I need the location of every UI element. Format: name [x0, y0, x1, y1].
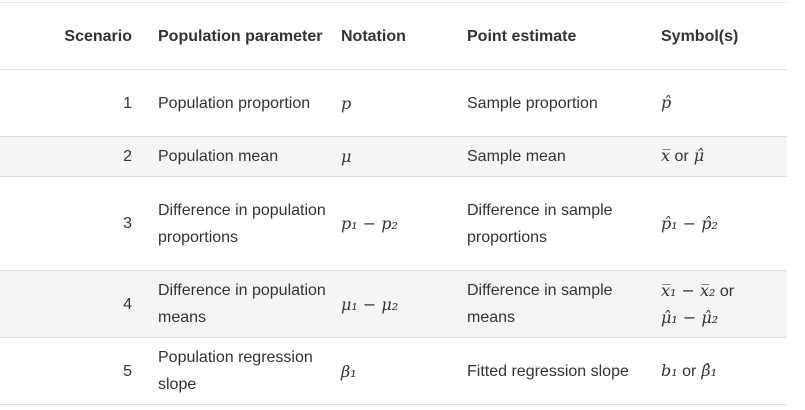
symbols: p̂: [661, 70, 787, 136]
symbols: x̅ or μ̂: [661, 137, 787, 176]
notation: β₁: [341, 361, 357, 381]
header-point-estimate: Point estimate: [467, 27, 577, 45]
table-header-row: Scenario Population parameter Notation P…: [0, 2, 787, 70]
notation: p: [341, 93, 352, 113]
header-symbols: Symbol(s): [661, 27, 739, 45]
scenario-number: 3: [123, 215, 132, 232]
population-parameter: Population regression slope: [158, 349, 313, 393]
symbol-line: x̅₁ − x̅₂ or: [661, 280, 735, 300]
header-scenario: Scenario: [64, 27, 132, 45]
symbols: b₁ or β̂₁: [661, 338, 787, 404]
estimates-table: Scenario Population parameter Notation P…: [0, 2, 787, 405]
table-row: 1 Population proportion p Sample proport…: [0, 70, 787, 137]
symbol-line: p̂: [661, 93, 672, 112]
notation: p₁ − p₂: [341, 214, 398, 233]
point-estimate: Difference in sample means: [467, 282, 613, 326]
table-row: 5 Population regression slope β₁ Fitted …: [0, 338, 787, 405]
symbols: p̂₁ − p̂₂: [661, 177, 787, 270]
point-estimate: Difference in sample proportions: [467, 201, 613, 246]
table-row: 2 Population mean μ Sample mean x̅ or μ̂: [0, 137, 787, 177]
symbol-line: μ̂₁ − μ̂₂: [661, 307, 719, 327]
symbols: x̅₁ − x̅₂ or μ̂₁ − μ̂₂: [661, 271, 787, 337]
scenario-number: 2: [123, 148, 132, 165]
scenario-number: 5: [123, 362, 132, 380]
population-parameter: Population mean: [158, 148, 279, 165]
scenario-number: 1: [123, 94, 132, 112]
scenario-number: 4: [123, 295, 132, 313]
header-population-parameter: Population parameter: [158, 27, 323, 45]
symbol-line: p̂₁ − p̂₂: [661, 213, 718, 233]
point-estimate: Fitted regression slope: [467, 362, 629, 380]
symbol-line: b₁ or β̂₁: [661, 360, 718, 380]
notation: μ: [341, 147, 352, 166]
population-parameter: Difference in population proportions: [158, 201, 326, 246]
table-row: 3 Difference in population proportions p…: [0, 177, 787, 271]
symbol-line: x̅ or μ̂: [661, 146, 705, 165]
table-row: 4 Difference in population means μ₁ − μ₂…: [0, 271, 787, 338]
point-estimate: Sample proportion: [467, 94, 598, 112]
population-parameter: Population proportion: [158, 94, 311, 112]
point-estimate: Sample mean: [467, 148, 566, 165]
header-notation: Notation: [341, 27, 406, 45]
notation: μ₁ − μ₂: [341, 294, 399, 314]
population-parameter: Difference in population means: [158, 282, 326, 326]
